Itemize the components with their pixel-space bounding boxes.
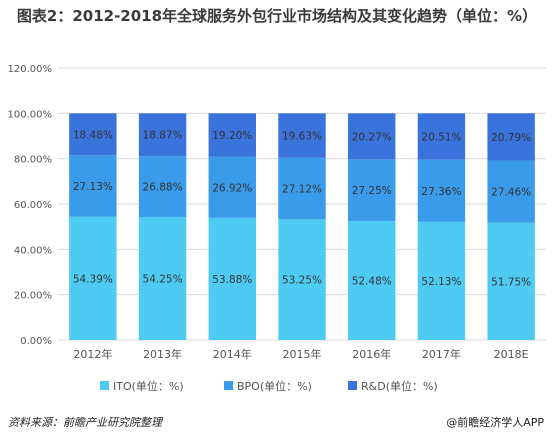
- chart-title: 图表2：2012-2018年全球服务外包行业市场结构及其变化趋势（单位：%）: [16, 7, 538, 25]
- bar-rd: [208, 113, 256, 157]
- bar-bpo: [208, 156, 256, 218]
- bar-ito: [348, 221, 396, 340]
- bar-bpo: [487, 160, 535, 223]
- legend-label: BPO(单位：%): [237, 379, 312, 393]
- x-tick-label: 2017年: [422, 347, 461, 361]
- x-tick-label: 2015年: [283, 347, 322, 361]
- data-label: 27.12%: [282, 184, 322, 196]
- data-label: 19.63%: [282, 131, 322, 143]
- source-note: 资料来源：前瞻产业研究院整理: [8, 416, 162, 429]
- data-label: 20.27%: [352, 131, 392, 143]
- legend-label: R&D(单位：%): [361, 379, 438, 393]
- data-label: 19.20%: [212, 130, 252, 142]
- bar-ito: [487, 222, 535, 340]
- data-label: 18.48%: [73, 129, 113, 141]
- bar-rd: [417, 113, 466, 160]
- legend-swatch: [348, 381, 357, 390]
- bar-bpo: [417, 159, 466, 222]
- data-label: 26.88%: [143, 182, 183, 194]
- x-tick-label: 2018E: [494, 348, 529, 361]
- data-label: 20.51%: [421, 132, 461, 144]
- bar-rd: [487, 113, 535, 161]
- y-tick-label: 0.00%: [20, 336, 52, 347]
- bar-bpo: [138, 156, 187, 218]
- y-tick-label: 80.00%: [14, 155, 52, 166]
- data-label: 27.25%: [352, 185, 392, 197]
- data-label: 27.36%: [421, 186, 461, 198]
- data-label: 20.79%: [491, 132, 531, 144]
- data-label: 53.88%: [212, 274, 252, 286]
- bar-ito: [138, 217, 187, 340]
- data-label: 54.39%: [73, 273, 113, 285]
- data-label: 53.25%: [282, 275, 322, 287]
- data-label: 51.75%: [491, 276, 531, 288]
- legend-swatch: [100, 381, 109, 390]
- data-label: 26.92%: [212, 182, 252, 194]
- legend-swatch: [224, 381, 233, 390]
- data-label: 54.25%: [143, 274, 183, 286]
- bar-ito: [208, 217, 256, 340]
- y-tick-label: 120.00%: [8, 64, 53, 75]
- data-label: 27.13%: [73, 181, 113, 193]
- x-tick-label: 2013年: [143, 347, 182, 361]
- x-tick-label: 2012年: [73, 347, 112, 361]
- credit-note: @前瞻经济学人APP: [446, 416, 544, 429]
- bar-rd: [348, 113, 396, 160]
- y-tick-label: 60.00%: [14, 200, 52, 211]
- bar-bpo: [348, 159, 396, 222]
- bar-rd: [69, 113, 117, 156]
- bar-rd: [278, 113, 326, 158]
- bar-ito: [278, 219, 326, 340]
- y-tick-label: 100.00%: [8, 109, 53, 120]
- bar-rd: [138, 113, 187, 157]
- data-label: 27.46%: [491, 187, 531, 199]
- data-label: 52.13%: [421, 276, 461, 288]
- y-tick-label: 40.00%: [14, 245, 52, 256]
- bar-ito: [69, 216, 117, 340]
- data-label: 18.87%: [143, 130, 183, 142]
- legend-label: ITO(单位：%): [113, 379, 184, 393]
- x-tick-label: 2016年: [352, 347, 391, 361]
- y-tick-label: 20.00%: [14, 291, 52, 302]
- bar-bpo: [69, 155, 117, 217]
- bar-bpo: [278, 157, 326, 220]
- bar-ito: [417, 221, 466, 340]
- x-tick-label: 2014年: [213, 347, 252, 361]
- data-label: 52.48%: [352, 276, 392, 288]
